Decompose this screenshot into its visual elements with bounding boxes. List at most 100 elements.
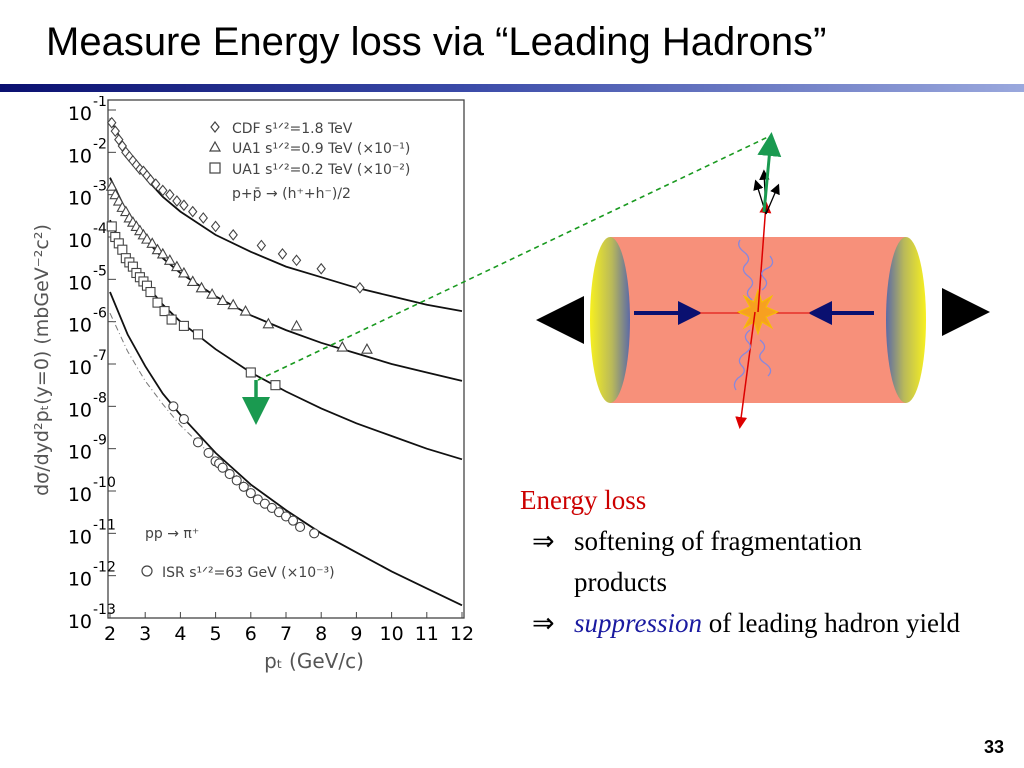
data-point-square [245,367,256,378]
data-point-triangle [141,232,153,244]
legend-entry-ua1-02: UA1 s¹ᐟ²=0.2 TeV (×10⁻²) [232,162,410,178]
y-tick-label-base: 10 [68,569,92,591]
data-point-diamond [165,188,175,201]
x-tick-label: 9 [350,623,362,645]
data-point-triangle [186,275,199,286]
data-point-triangle [227,298,240,310]
y-tick-label-exp: -6 [93,306,107,322]
data-point-circle [203,447,214,458]
legend-bottom: pp → π⁺ ISR s¹ᐟ²=63 GeV (×10⁻³) [141,526,335,581]
data-point-circle [295,521,306,533]
energy-loss-text: Energy loss ⇒ softening of fragmentation… [520,480,960,644]
data-point-triangle [119,205,132,217]
implies-icon: ⇒ [532,608,555,638]
y-axis-ticks: 10-110-210-310-410-510-610-710-810-910-1… [68,96,116,633]
data-point-triangle [206,288,219,299]
medium-cylinder-body [610,237,906,403]
data-point-circle [217,462,228,473]
data-point-square [166,314,177,325]
data-point-circle [192,437,204,448]
jet-down [735,311,756,429]
gluon-radiation-lower2 [759,339,772,377]
data-point-circle [178,413,189,425]
data-point-triangle [109,188,122,200]
leading-hadron-green-arrow [757,132,782,213]
data-point-square [192,329,204,340]
fit-curve [109,291,463,607]
energy-loss-heading: Energy loss [520,485,647,515]
bullet-suppression-text: of leading hadron yield [702,608,960,638]
y-tick-label-exp: -11 [93,517,116,533]
data-point-circle [231,475,242,486]
spectrum-plot: 10 -1 10 -2 10 -3 10 -4 10 -5 10 -6 10 -7 10 -8 10 -9 10 -1… [0,96,480,696]
gluon-radiation-upper2 [761,255,774,291]
y-tick-label-base: 10 [68,230,92,252]
data-point-triangle [112,194,125,206]
x-tick-label: 3 [139,623,151,645]
data-point-diamond [198,212,208,224]
data-point-triangle [163,254,176,265]
data-point-diamond [188,205,198,218]
y-tick-label-base: 10 [68,526,92,548]
y-tick-label-exp: -4 [93,221,107,237]
x-tick-label: 11 [415,623,439,645]
hadron-fragment-3 [765,183,780,215]
suppression-emphasis: suppression [574,608,703,638]
x-tick-label: 2 [104,623,116,645]
bullet-softening: ⇒ softening of fragmentation products [520,521,960,603]
data-point-triangle [151,243,164,255]
y-tick-label-base: 10 [68,272,92,294]
data-point-triangle [156,247,169,259]
data-point-triangle [177,266,190,278]
data-point-circle [245,488,256,499]
data-point-triangle [239,304,252,316]
x-axis-label: pₜ (GeV/c) [264,649,364,673]
data-point-circle [238,481,249,492]
data-point-diamond [210,220,221,233]
legend-square-marker [209,162,221,174]
y-tick-label-exp: -9 [93,433,107,449]
y-tick-label-base: 10 [68,611,92,633]
data-point-triangle [146,237,159,248]
title-underline-bar [0,84,1024,92]
data-point-square [117,244,128,255]
data-point-square [270,380,281,391]
data-point-circle [224,469,235,480]
x-axis-ticks: 2 3 4 5 6 7 8 9 10 11 12 [104,612,474,645]
y-tick-label-exp: -2 [93,136,107,152]
x-tick-label: 4 [174,623,186,645]
y-tick-label-base: 10 [68,315,92,337]
x-tick-label: 6 [245,623,257,645]
implies-icon: ⇒ [532,526,555,556]
data-point-diamond [228,229,238,241]
jet-up [757,201,772,313]
data-point-circle [287,515,299,526]
y-tick-label-exp: -12 [93,560,116,576]
data-point-diamond [158,184,168,197]
y-tick-label-exp: -3 [93,179,107,195]
cylinder-cap-right [886,237,926,403]
spectrum-plot-svg: 10-110-210-310-410-510-610-710-810-910-1… [31,96,474,673]
data-point-triangle [170,260,183,272]
data-point-diamond [172,195,182,207]
y-tick-label-base: 10 [68,399,92,421]
data-point-square [145,286,156,298]
data-point-square [178,320,189,331]
data-point-square [106,221,117,232]
data-point-triangle [195,281,208,293]
gluon-radiation-upper [738,239,754,301]
gluon-radiation-lower [733,329,751,391]
legend-reaction-bottom: pp → π⁺ [145,526,199,542]
y-tick-label-base: 10 [68,103,92,125]
bullet-softening-text: softening of fragmentation products [574,526,862,597]
legend-diamond-marker [210,121,220,133]
data-point-circle [168,401,179,412]
bullet-suppression: ⇒ suppression of leading hadron yield [520,603,960,644]
data-point-diamond [110,125,120,138]
hadron-fragment-2 [759,169,770,215]
data-point-diamond [151,178,161,190]
data-point-square [159,306,170,317]
x-tick-label: 8 [315,623,327,645]
data-point-triangle [216,294,229,306]
x-tick-label: 10 [380,623,404,645]
